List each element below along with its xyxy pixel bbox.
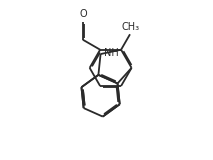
Text: NH: NH	[104, 48, 119, 58]
Text: O: O	[79, 9, 87, 19]
Text: CH₃: CH₃	[122, 22, 140, 32]
